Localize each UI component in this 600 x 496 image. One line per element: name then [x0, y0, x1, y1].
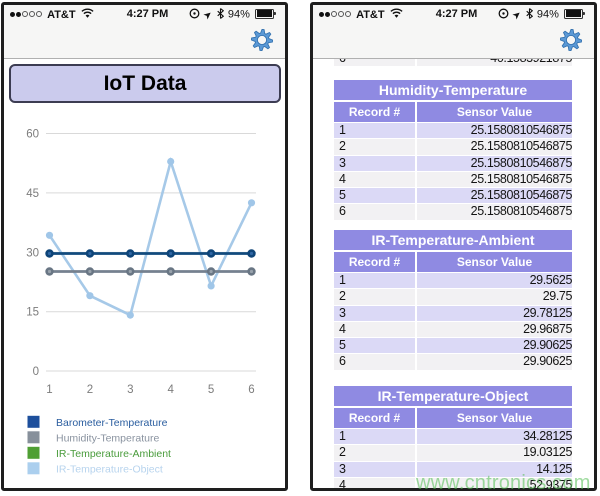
- svg-text:6: 6: [248, 384, 254, 396]
- svg-text:1: 1: [46, 384, 52, 396]
- svg-text:0: 0: [33, 366, 39, 378]
- svg-text:IR-Temperature-Object: IR-Temperature-Object: [56, 463, 163, 475]
- svg-text:5: 5: [208, 384, 214, 396]
- svg-text:4: 4: [167, 384, 174, 396]
- svg-text:2: 2: [87, 384, 93, 396]
- svg-text:60: 60: [26, 129, 39, 141]
- svg-text:15: 15: [26, 307, 39, 319]
- svg-text:3: 3: [127, 384, 133, 396]
- svg-text:Barometer-Temperature: Barometer-Temperature: [56, 417, 168, 429]
- svg-text:45: 45: [26, 188, 39, 200]
- svg-text:Humidity-Temperature: Humidity-Temperature: [56, 432, 159, 444]
- svg-text:30: 30: [26, 247, 39, 259]
- svg-text:IR-Temperature-Ambient: IR-Temperature-Ambient: [56, 448, 171, 460]
